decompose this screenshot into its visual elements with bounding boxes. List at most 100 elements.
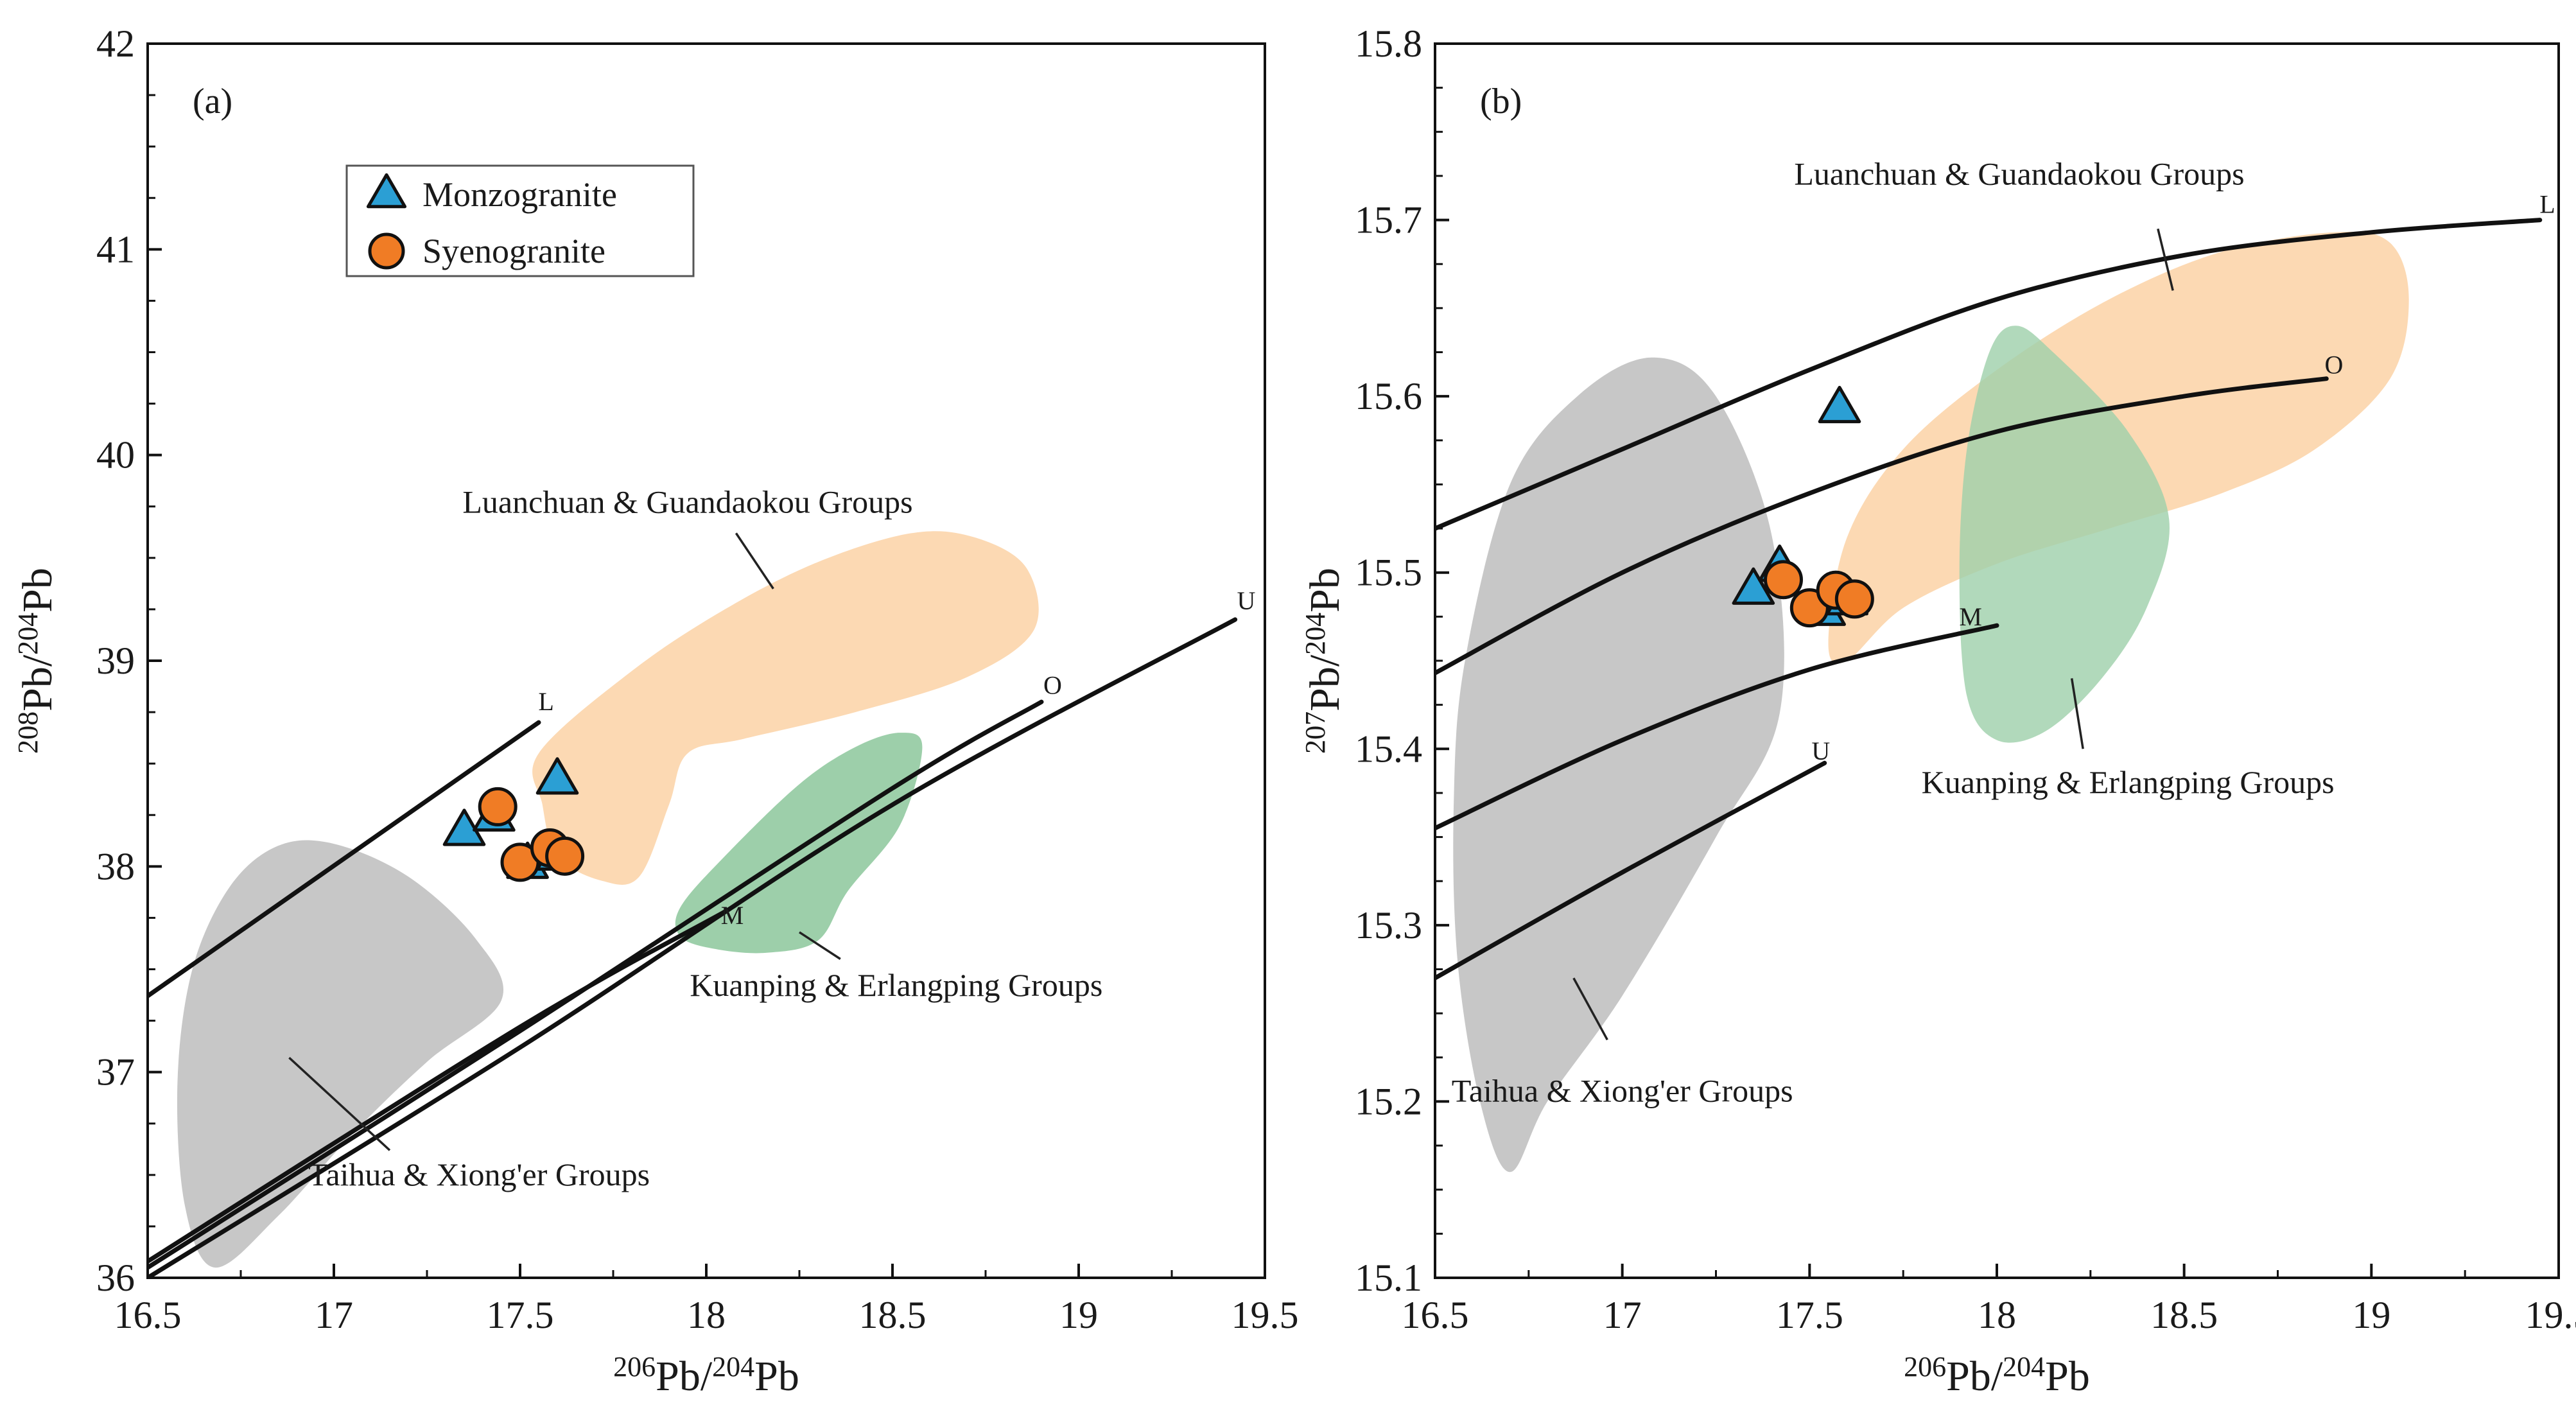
legend-label-1: Syenogranite — [422, 232, 605, 270]
x-axis-title: 206Pb/204Pb — [613, 1351, 799, 1400]
y-tick-label: 15.8 — [1355, 22, 1422, 65]
region-1 — [675, 733, 923, 954]
x-tick-label: 19.5 — [1231, 1294, 1299, 1336]
panel-label: (b) — [1480, 82, 1522, 121]
axis-title-sup: 208 — [12, 711, 44, 754]
point-syenogranite-0 — [1764, 560, 1803, 600]
y-tick-label: 40 — [96, 434, 135, 476]
curve-L — [148, 720, 541, 998]
y-tick-label: 42 — [96, 22, 135, 65]
point-monzogranite-1 — [1732, 567, 1775, 605]
region-label-1: Kuanping & Erlangping Groups — [690, 967, 1102, 1003]
y-tick-label: 15.7 — [1355, 199, 1422, 241]
curve-U — [148, 617, 1238, 1278]
curve-U — [1435, 760, 1827, 981]
legend-marker-0 — [366, 173, 407, 209]
x-tick-label: 17.5 — [1776, 1294, 1843, 1336]
plot-area — [1435, 218, 2543, 1172]
axis-title-base: Pb/ — [1946, 1353, 2003, 1400]
region-label-2: Taihua & Xiong'er Groups — [1452, 1072, 1793, 1108]
curve-O — [1435, 376, 2329, 675]
point-syenogranite-3 — [545, 836, 585, 876]
panel-b: 16.5 17 17.5 18 18.5 19 19.5 15.1 15.2 15.3 15.4 15… — [1300, 22, 2576, 1400]
axis-title-base: Pb/ — [656, 1353, 713, 1400]
curve-L — [1435, 218, 2543, 531]
curve-M — [1435, 623, 1999, 831]
panel-a: 16.5 17 17.5 18 18.5 19 19.536373839404142206P… — [12, 22, 1299, 1400]
x-tick-label: 18 — [687, 1294, 726, 1336]
y-tick-label: 15.1 — [1355, 1257, 1422, 1299]
legend: Monzogranite Syenogranite — [345, 164, 695, 277]
axis-title-sup2: 204 — [1300, 613, 1331, 655]
region-label-2: Taihua & Xiong'er Groups — [308, 1156, 650, 1192]
x-tick-label: 16.5 — [1402, 1294, 1469, 1336]
region-2 — [1453, 357, 1784, 1172]
y-tick-label: 15.4 — [1355, 728, 1422, 770]
y-tick-label: 15.6 — [1355, 375, 1422, 417]
y-tick-label: 36 — [96, 1257, 135, 1299]
axis-title-base2: Pb — [754, 1353, 799, 1400]
curve-label-O: O — [1043, 670, 1062, 699]
region-0 — [532, 531, 1039, 885]
point-monzogranite-2 — [535, 757, 579, 795]
region-label-0: Luanchuan & Guandaokou Groups — [462, 484, 912, 519]
point-syenogranite-3 — [1834, 579, 1874, 619]
x-tick-label: 17 — [1603, 1294, 1642, 1336]
x-tick-label: 17 — [315, 1294, 353, 1336]
axis-title-base: Pb/ — [14, 654, 61, 711]
region-label-0: Luanchuan & Guandaokou Groups — [1794, 156, 2244, 192]
x-tick-label: 18 — [1978, 1294, 2016, 1336]
y-tick-label: 38 — [96, 845, 135, 887]
y-axis-title: 208Pb/204Pb — [12, 568, 61, 754]
x-axis-title: 206Pb/204Pb — [1904, 1351, 2090, 1400]
x-tick-label: 17.5 — [487, 1294, 554, 1336]
x-tick-label: 19 — [2352, 1294, 2390, 1336]
axis-title-sup: 206 — [613, 1351, 656, 1382]
axis-title-base2: Pb — [14, 568, 61, 613]
point-monzogranite-0 — [1818, 385, 1861, 424]
y-tick-label: 15.3 — [1355, 904, 1422, 946]
x-tick-label: 19.5 — [2525, 1294, 2576, 1336]
panel-label: (a) — [193, 82, 232, 121]
y-axis-title: 207Pb/204Pb — [1300, 568, 1348, 754]
axis-title-sup2: 204 — [2003, 1351, 2045, 1382]
curve-label-L: L — [538, 687, 553, 716]
curve-label-U: U — [1237, 586, 1256, 615]
curve-O — [148, 699, 1044, 1270]
curve-label-U: U — [1811, 737, 1830, 765]
region-2 — [177, 840, 504, 1268]
region-leader-2 — [288, 1056, 391, 1151]
x-tick-label: 18.5 — [2150, 1294, 2218, 1336]
axis-title-sup2: 204 — [712, 1351, 754, 1382]
region-leader-2 — [1572, 977, 1608, 1041]
axis-title-base: Pb/ — [1301, 654, 1348, 711]
legend-label-0: Monzogranite — [422, 175, 617, 214]
region-leader-1 — [2070, 678, 2084, 749]
region-leader-1 — [799, 931, 841, 960]
curve-label-L: L — [2539, 190, 2555, 219]
curve-label-M: M — [721, 901, 744, 930]
y-tick-label: 15.5 — [1355, 552, 1422, 594]
y-tick-label: 41 — [96, 228, 135, 270]
region-leader-0 — [2157, 228, 2174, 291]
axis-title-base2: Pb — [2045, 1353, 2090, 1400]
curve-label-O: O — [2325, 350, 2344, 379]
x-tick-label: 16.5 — [114, 1294, 182, 1336]
x-tick-label: 19 — [1059, 1294, 1098, 1336]
axis-title-sup: 206 — [1904, 1351, 1946, 1382]
region-label-1: Kuanping & Erlangping Groups — [1922, 764, 2335, 800]
axis-title-sup: 207 — [1300, 711, 1331, 754]
axis-title-sup2: 204 — [12, 613, 44, 655]
axis-title-base2: Pb — [1301, 568, 1348, 613]
region-leader-0 — [735, 532, 774, 589]
curve-label-M: M — [1959, 602, 1982, 631]
curve-M — [148, 909, 727, 1264]
y-tick-label: 15.2 — [1355, 1080, 1422, 1122]
x-tick-label: 18.5 — [859, 1294, 927, 1336]
plot-area — [148, 531, 1238, 1278]
legend-box — [345, 164, 695, 277]
y-tick-label: 39 — [96, 640, 135, 682]
point-syenogranite-0 — [478, 787, 518, 826]
y-tick-label: 37 — [96, 1051, 135, 1094]
